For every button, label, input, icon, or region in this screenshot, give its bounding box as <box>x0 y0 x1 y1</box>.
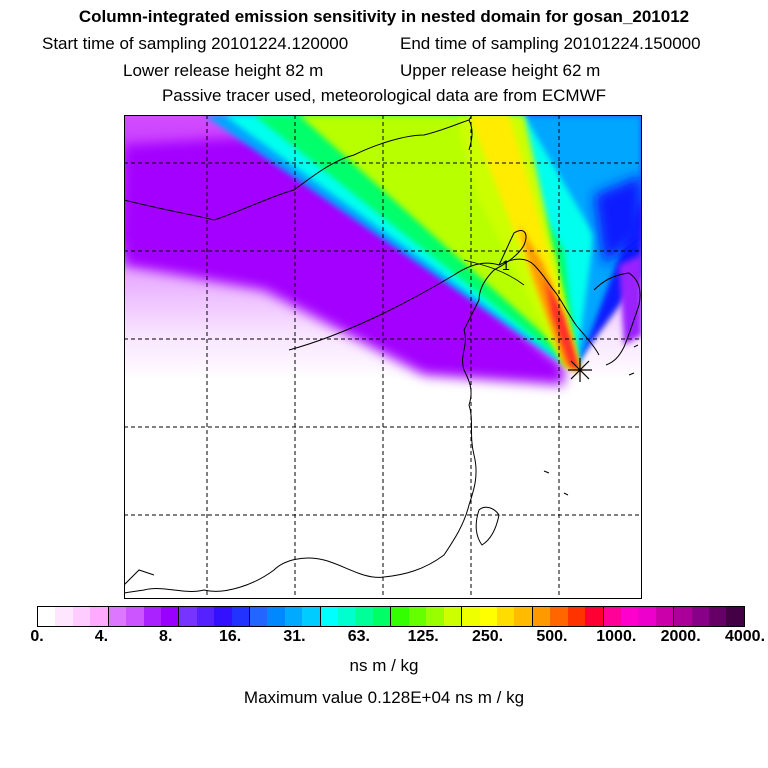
color-scale-segment <box>90 607 108 626</box>
color-scale-segment <box>461 607 480 626</box>
color-scale-segment <box>390 607 409 626</box>
color-scale-segment <box>55 607 73 626</box>
color-scale-tick-label: 63. <box>347 628 370 645</box>
contour-label: 1 <box>502 257 510 273</box>
color-scale-tick-label: 500. <box>536 628 568 645</box>
emission-sensitivity-map: 1 <box>124 115 642 599</box>
color-scale-tick-label: 1000. <box>596 628 637 645</box>
color-scale-segment <box>38 607 56 626</box>
color-scale-segment <box>178 607 197 626</box>
color-scale-segment <box>620 607 639 626</box>
plume-outer-violet <box>124 135 564 385</box>
coastlines <box>124 115 641 594</box>
color-scale-tick-label: 8. <box>159 628 173 645</box>
color-scale-segment <box>72 607 91 626</box>
color-scale-tick-label: 16. <box>218 628 242 645</box>
color-scale-segment <box>319 607 339 626</box>
tracer-note: Passive tracer used, meteorological data… <box>161 86 607 105</box>
color-scale-segment <box>709 607 727 626</box>
color-scale-segment <box>267 607 285 626</box>
color-scale-segment <box>214 607 232 626</box>
color-scale-segment <box>196 607 215 626</box>
color-scale-tick-label: 31. <box>283 628 306 645</box>
color-scale-segment <box>691 607 710 626</box>
color-scale-segment <box>408 607 427 626</box>
lat-lon-grid <box>124 115 642 599</box>
color-scale-segment <box>567 607 586 626</box>
lower-release-label: Lower release height 82 m <box>123 61 324 80</box>
plume-red-core <box>544 275 580 371</box>
color-scale-segment <box>726 607 744 626</box>
color-scale-segment <box>443 607 462 626</box>
unit-label: ns m / kg <box>349 656 419 675</box>
color-scale-segment <box>373 607 391 626</box>
color-scale-segment <box>338 607 356 626</box>
color-scale-bar <box>37 606 745 627</box>
color-scale-segment <box>514 607 532 626</box>
map-panel: 1 <box>124 115 642 599</box>
color-scale-tick-label: 2000. <box>660 628 701 645</box>
color-scale-tick-label: 4000. <box>724 628 766 645</box>
plume-violet-east <box>619 255 642 345</box>
color-scale-segment <box>355 607 374 626</box>
color-scale-segment <box>302 607 320 626</box>
color-scale-segment <box>531 607 551 626</box>
color-scale-segment <box>107 607 127 626</box>
receptor-star-icon <box>568 358 592 382</box>
color-scale-segment <box>160 607 179 626</box>
color-scale-segment <box>479 607 497 626</box>
color-scale-segment <box>143 607 161 626</box>
color-scale-segment <box>426 607 444 626</box>
color-scale-tick-label: 125. <box>407 628 439 645</box>
plume-blue-east <box>594 175 642 265</box>
color-scale-segment <box>673 607 692 626</box>
color-scale-segment <box>602 607 621 626</box>
color-scale-tick-label: 0. <box>30 628 44 645</box>
maximum-value-text: Maximum value 0.128E+04 ns m / kg <box>243 688 525 707</box>
map-frame <box>124 115 642 599</box>
color-scale-segment <box>550 607 568 626</box>
color-scale-segment <box>249 607 268 626</box>
color-scale-segment <box>284 607 303 626</box>
color-scale-segment <box>496 607 515 626</box>
contour-line <box>463 259 525 286</box>
color-scale-tick-label: 4. <box>94 628 109 645</box>
color-scale-segment <box>655 607 674 626</box>
color-scale-segment <box>126 607 144 626</box>
color-scale-tick-label: 250. <box>471 628 504 645</box>
upper-release-label: Upper release height 62 m <box>400 61 601 80</box>
chart-title: Column-integrated emission sensitivity i… <box>78 7 690 26</box>
color-scale-segment <box>231 607 250 626</box>
end-time-label: End time of sampling 20101224.150000 <box>400 34 701 53</box>
start-time-label: Start time of sampling 20101224.120000 <box>42 34 349 53</box>
color-scale-segment <box>585 607 603 626</box>
color-scale-segment <box>638 607 656 626</box>
